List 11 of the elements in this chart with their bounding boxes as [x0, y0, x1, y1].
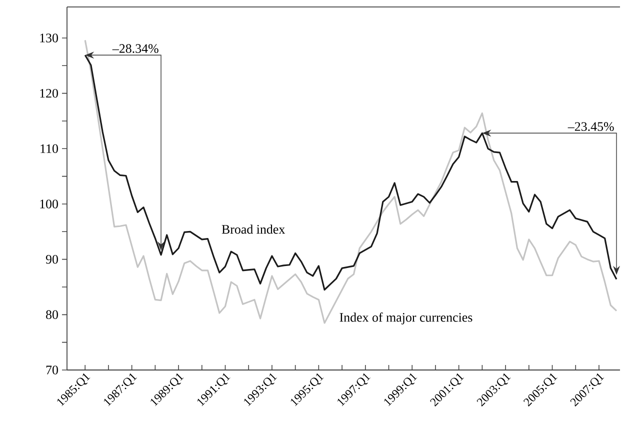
annotation: –23.45% [568, 122, 614, 131]
annotation: –28.34% [112, 44, 158, 53]
y-tick-label: 130 [40, 34, 58, 42]
y-tick-label: 120 [40, 88, 58, 98]
series-label: Index of major currencies [340, 312, 472, 324]
series-label: Broad index [222, 224, 285, 234]
y-tick-label: 80 [46, 310, 58, 320]
y-tick-label: 90 [46, 254, 58, 264]
y-tick-label: 70 [46, 366, 58, 374]
y-tick-label: 100 [40, 200, 58, 208]
y-tick-label: 110 [40, 144, 58, 154]
